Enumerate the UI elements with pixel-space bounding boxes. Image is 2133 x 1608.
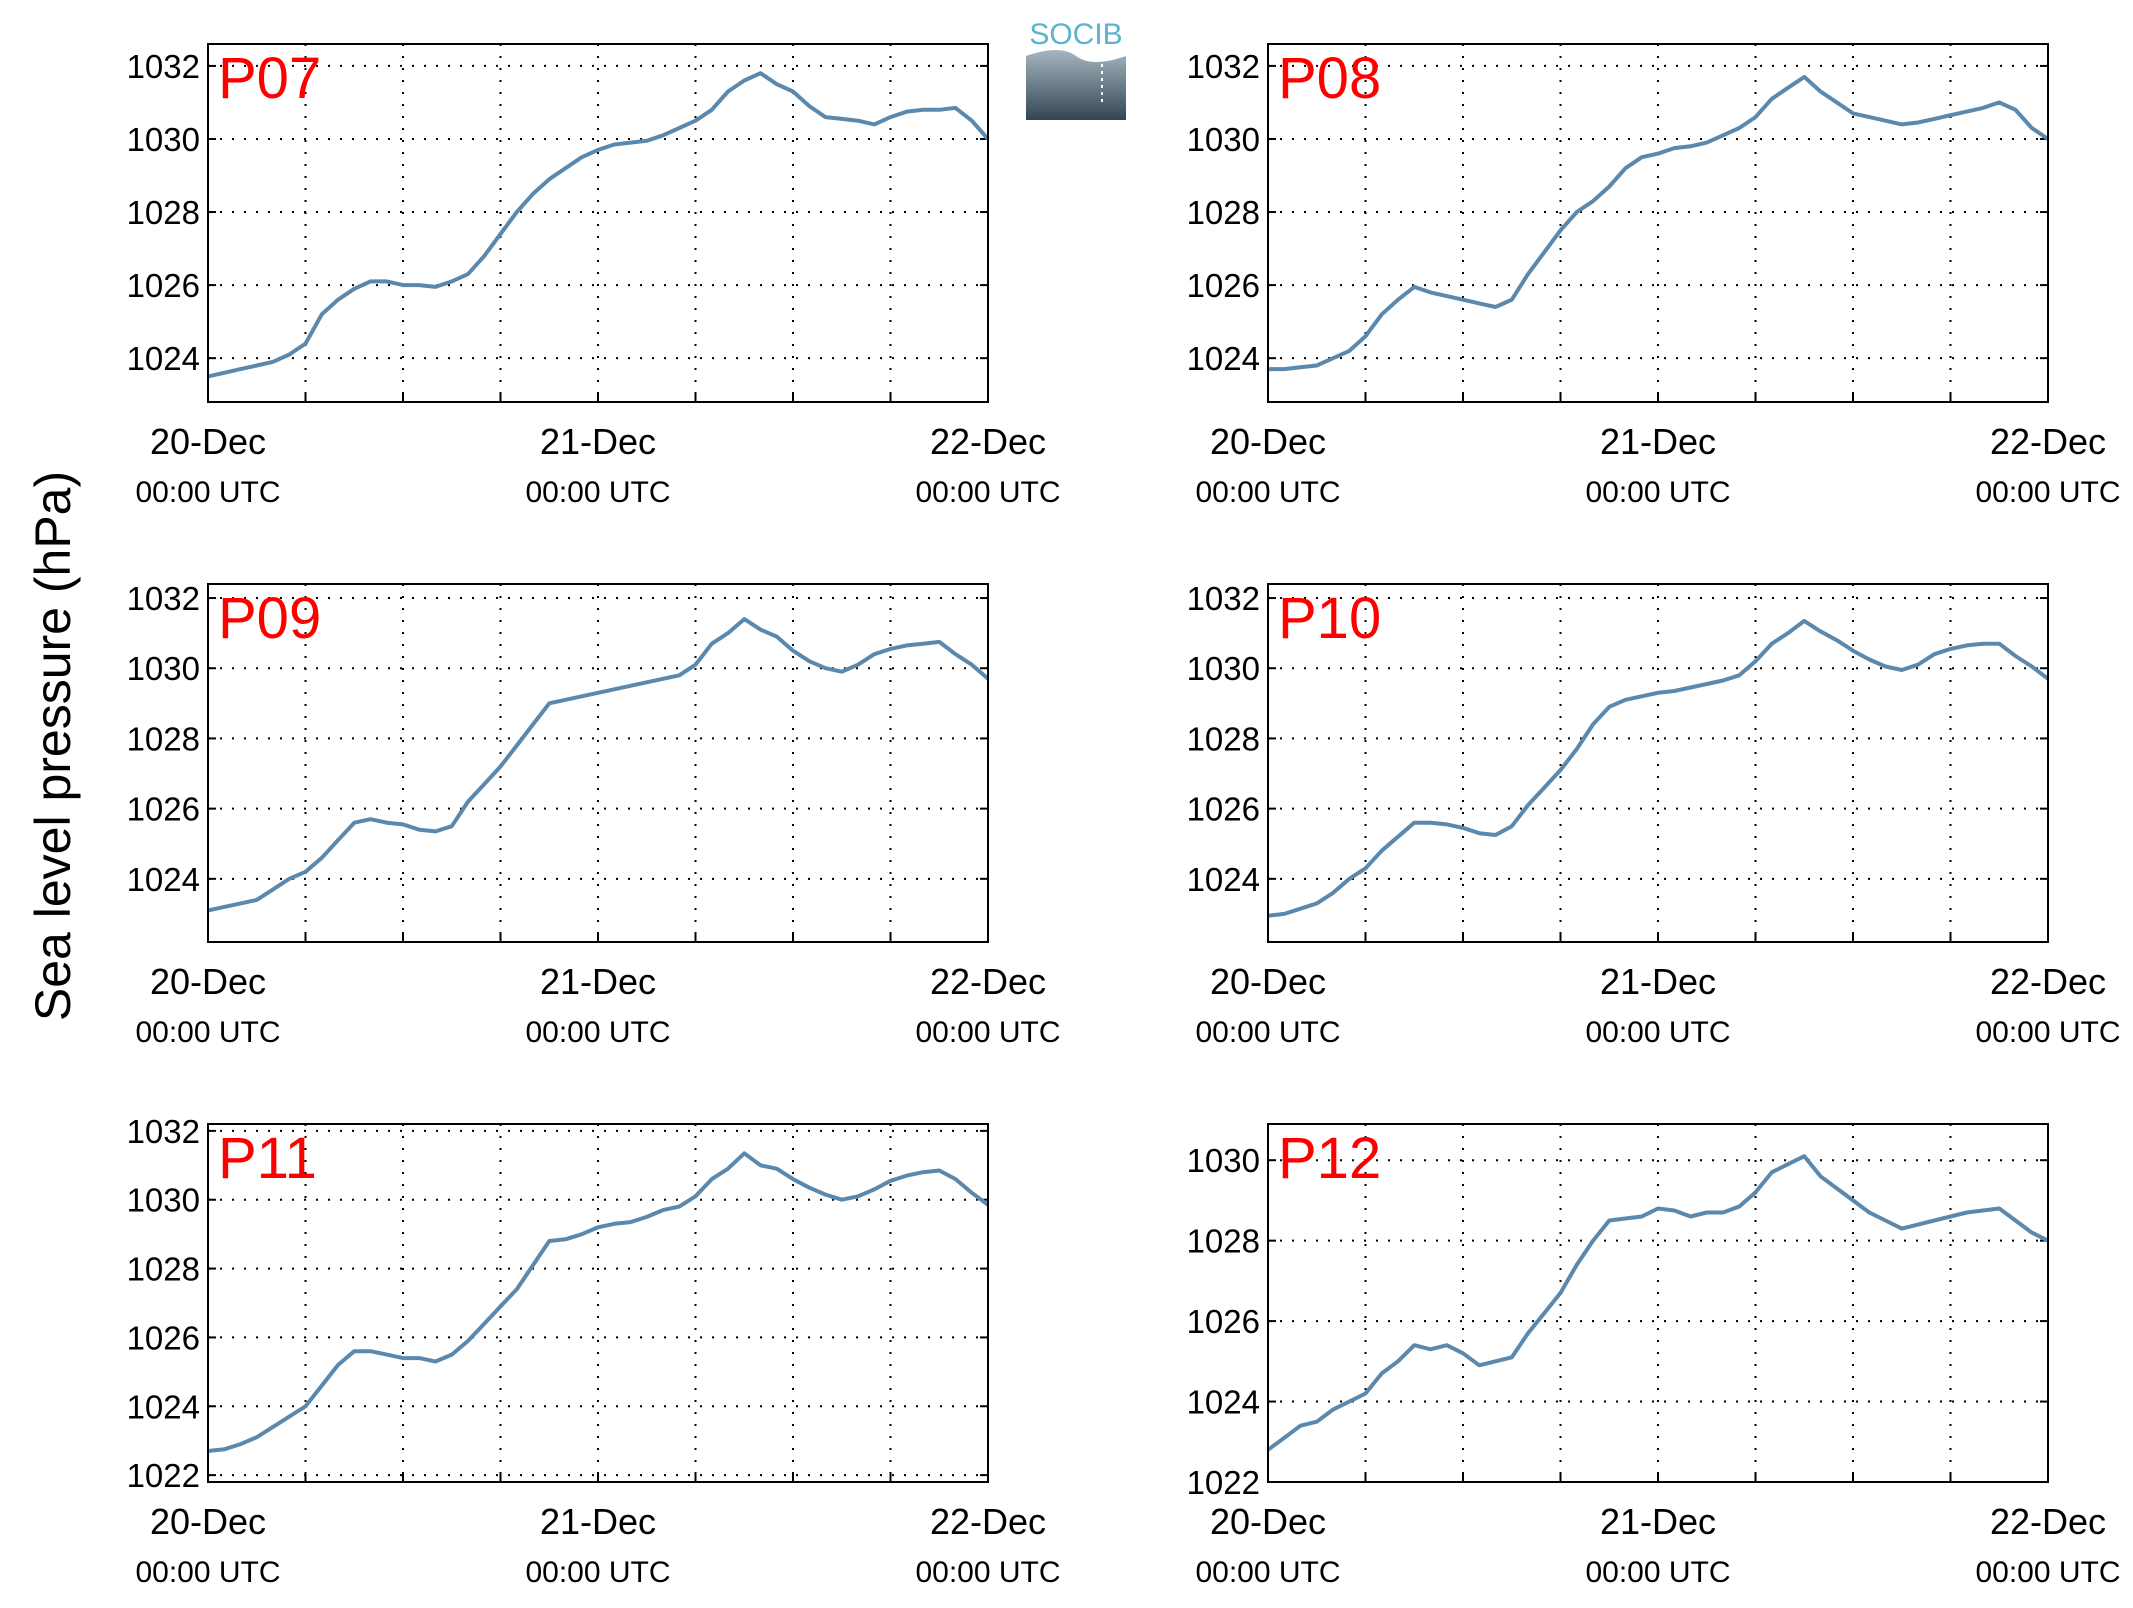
x-tick-time-label: 00:00 UTC: [135, 1556, 280, 1589]
x-tick-time-label: 00:00 UTC: [1195, 1016, 1340, 1049]
x-tick-date-label: 20-Dec: [1210, 421, 1326, 462]
y-axis-label: Sea level pressure (hPa): [25, 471, 81, 1021]
y-tick-label: 1032: [1187, 580, 1260, 617]
x-tick-date-label: 21-Dec: [1600, 1501, 1716, 1542]
panel-p07: 1024 1026 1028 1030 1032 P07 20-Dec 00:00 UTC 21…: [127, 43, 1061, 509]
x-tick-date-label: 22-Dec: [930, 961, 1046, 1002]
y-tick-label: 1026: [1187, 1303, 1260, 1340]
x-tick-date-label: 21-Dec: [1600, 961, 1716, 1002]
x-tick-time-label: 00:00 UTC: [915, 476, 1060, 509]
y-tick-label: 1024: [1187, 861, 1260, 898]
x-tick-time-label: 00:00 UTC: [525, 476, 670, 509]
x-tick-time-label: 00:00 UTC: [915, 1016, 1060, 1049]
x-tick-date-label: 20-Dec: [150, 1501, 266, 1542]
y-tick-label: 1024: [127, 861, 200, 898]
panel-p11: 1022 1024 1026 1028 1030 1032 P11 20-Dec 00:00 U…: [127, 1113, 1061, 1589]
axes-frame: [1267, 583, 2049, 943]
x-tick-time-label: 00:00 UTC: [1195, 476, 1340, 509]
x-tick-date-label: 22-Dec: [1990, 961, 2106, 1002]
panel-p09: 1024 1026 1028 1030 1032 P09 20-Dec 00:00 UTC 21…: [127, 580, 1061, 1049]
x-tick-date-label: 20-Dec: [150, 961, 266, 1002]
x-tick-time-label: 00:00 UTC: [1975, 1016, 2120, 1049]
panel-label: P07: [218, 46, 321, 111]
x-tick-time-label: 00:00 UTC: [1975, 1556, 2120, 1589]
y-tick-label: 1024: [127, 340, 200, 377]
panel-label: P08: [1278, 46, 1381, 111]
series-line-p07: [207, 71, 990, 379]
x-tick-time-label: 00:00 UTC: [1585, 1556, 1730, 1589]
x-tick-date-label: 22-Dec: [930, 421, 1046, 462]
y-tick-label: 1030: [1187, 121, 1260, 158]
panel-label: P10: [1278, 586, 1381, 651]
x-tick-time-label: 00:00 UTC: [1585, 1016, 1730, 1049]
y-tick-label: 1032: [127, 580, 200, 617]
y-tick-label: 1032: [127, 48, 200, 85]
series-line-p12: [1266, 1154, 2049, 1452]
y-tick-label: 1032: [127, 1113, 200, 1150]
y-tick-label: 1026: [1187, 791, 1260, 828]
y-tick-label: 1028: [127, 720, 200, 757]
panel-label: P12: [1278, 1126, 1381, 1191]
x-tick-time-label: 00:00 UTC: [135, 476, 280, 509]
series-line-p10: [1267, 618, 2050, 918]
axes-frame: [207, 43, 989, 403]
series-line-p08: [1268, 74, 2050, 372]
axes-frame: [207, 1123, 989, 1483]
x-tick-date-label: 22-Dec: [1990, 1501, 2106, 1542]
y-tick-label: 1028: [1187, 1223, 1260, 1260]
x-tick-date-label: 21-Dec: [540, 961, 656, 1002]
x-tick-time-label: 00:00 UTC: [1195, 1556, 1340, 1589]
y-tick-label: 1024: [127, 1388, 200, 1425]
y-tick-label: 1030: [127, 650, 200, 687]
x-tick-time-label: 00:00 UTC: [1975, 476, 2120, 509]
panel-p12: 1022 1024 1026 1028 1030 P12 20-Dec 00:00 UTC 21…: [1187, 1123, 2121, 1589]
y-tick-label: 1028: [127, 194, 200, 231]
socib-logo-text: SOCIB: [1029, 18, 1122, 51]
axes-frame: [207, 583, 989, 943]
y-tick-label: 1026: [127, 791, 200, 828]
y-tick-label: 1028: [127, 1251, 200, 1288]
x-tick-time-label: 00:00 UTC: [915, 1556, 1060, 1589]
x-tick-time-label: 00:00 UTC: [525, 1016, 670, 1049]
y-tick-label: 1030: [1187, 1142, 1260, 1179]
y-tick-label: 1030: [127, 1182, 200, 1219]
y-tick-label: 1024: [1187, 340, 1260, 377]
y-tick-label: 1022: [127, 1457, 200, 1494]
y-tick-label: 1032: [1187, 48, 1260, 85]
x-tick-date-label: 21-Dec: [540, 1501, 656, 1542]
panel-p08: 1024 1026 1028 1030 1032 P08 20-Dec 00:00 UTC 21…: [1187, 43, 2121, 509]
axes-frame: [1267, 1123, 2049, 1483]
axes-frame: [1267, 43, 2049, 403]
x-tick-date-label: 20-Dec: [1210, 1501, 1326, 1542]
x-tick-date-label: 21-Dec: [540, 421, 656, 462]
panel-label: P09: [218, 586, 321, 651]
y-tick-label: 1024: [1187, 1384, 1260, 1421]
panel-p10: 1024 1026 1028 1030 1032 P10 20-Dec 00:00 UTC 21…: [1187, 580, 2121, 1049]
x-tick-date-label: 21-Dec: [1600, 421, 1716, 462]
x-tick-time-label: 00:00 UTC: [1585, 476, 1730, 509]
series-line-p11: [207, 1151, 990, 1453]
y-tick-label: 1026: [127, 1319, 200, 1356]
x-tick-date-label: 22-Dec: [1990, 421, 2106, 462]
y-tick-label: 1022: [1187, 1464, 1260, 1501]
y-tick-label: 1030: [127, 121, 200, 158]
panel-label: P11: [218, 1126, 317, 1191]
socib-logo: SOCIB: [1026, 18, 1126, 120]
x-tick-date-label: 20-Dec: [150, 421, 266, 462]
y-tick-label: 1028: [1187, 194, 1260, 231]
x-tick-date-label: 22-Dec: [930, 1501, 1046, 1542]
x-tick-time-label: 00:00 UTC: [135, 1016, 280, 1049]
x-tick-date-label: 20-Dec: [1210, 961, 1326, 1002]
series-line-p09: [207, 617, 990, 913]
y-tick-label: 1026: [127, 267, 200, 304]
x-tick-time-label: 00:00 UTC: [525, 1556, 670, 1589]
y-tick-label: 1028: [1187, 720, 1260, 757]
y-tick-label: 1030: [1187, 650, 1260, 687]
y-tick-label: 1026: [1187, 267, 1260, 304]
